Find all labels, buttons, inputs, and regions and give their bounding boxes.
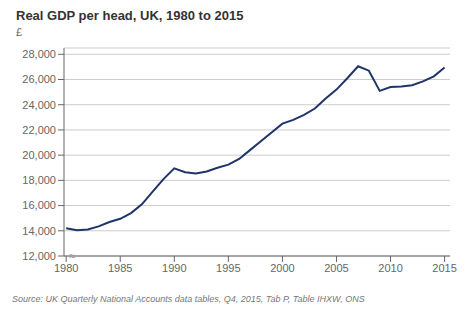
svg-text:26,000: 26,000: [22, 73, 56, 85]
svg-text:20,000: 20,000: [22, 149, 56, 161]
svg-text:1985: 1985: [108, 262, 132, 274]
svg-text:28,000: 28,000: [22, 48, 56, 60]
svg-text:12,000: 12,000: [22, 250, 56, 262]
svg-text:16,000: 16,000: [22, 199, 56, 211]
html-text:Source: UK Quarterly National: Source: UK Quarterly National Accounts d…: [12, 294, 365, 304]
svg-text:24,000: 24,000: [22, 99, 56, 111]
svg-text:14,000: 14,000: [22, 225, 56, 237]
html-text:Real GDP per head, UK, 1980 to: Real GDP per head, UK, 1980 to 2015: [16, 8, 244, 23]
svg-text:22,000: 22,000: [22, 124, 56, 136]
svg-text:2010: 2010: [378, 262, 402, 274]
svg-text:1995: 1995: [216, 262, 240, 274]
svg-text:2005: 2005: [324, 262, 348, 274]
svg-text:1980: 1980: [54, 262, 78, 274]
svg-text:2015: 2015: [432, 262, 456, 274]
svg-text:1990: 1990: [162, 262, 186, 274]
svg-text:2000: 2000: [270, 262, 294, 274]
svg-text:≈: ≈: [69, 249, 76, 263]
svg-text:18,000: 18,000: [22, 174, 56, 186]
